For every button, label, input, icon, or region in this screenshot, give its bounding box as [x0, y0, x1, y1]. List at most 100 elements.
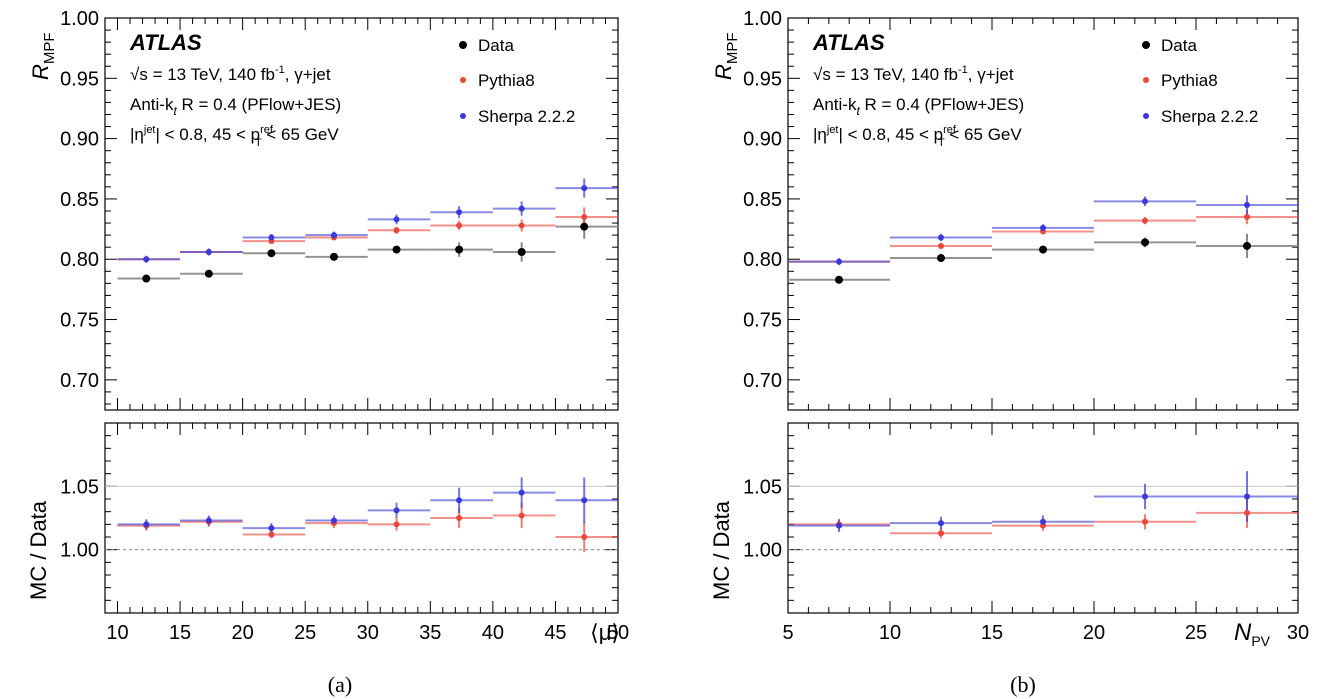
y-tick-label: 0.75 [743, 310, 782, 332]
data-point-sherpa-2-2-2 [330, 232, 337, 239]
legend-marker-sherpa [460, 113, 466, 119]
data-point-sherpa-2-2-2 [143, 256, 150, 263]
data-point-pythia8 [518, 222, 525, 229]
panel-b-cuts-label: |ηjet| < 0.8, 45 < pref T < 65 GeV [813, 124, 1022, 149]
data-point-sherpa-2-2-2 [836, 258, 842, 265]
panel-a-ratio-ylabel: MC / Data [26, 500, 51, 600]
panel-b-atlas-label: ATLAS [812, 30, 885, 55]
y-tick-label: 0.70 [60, 370, 99, 392]
legend-label-data: Data [1161, 36, 1197, 55]
legend-marker-data [1142, 41, 1150, 49]
ratio-point-sherpa-2-2-2 [938, 520, 944, 527]
ratio-point-pythia8 [518, 512, 525, 519]
y-tick-label: 0.70 [743, 370, 782, 392]
data-point-pythia8 [456, 222, 463, 229]
ratio-point-sherpa-2-2-2 [143, 521, 150, 528]
x-tick-label: 20 [1083, 622, 1105, 644]
panel-b-top-frame [787, 17, 1299, 411]
data-point-pythia8 [1244, 214, 1250, 221]
x-tick-label: 5 [782, 622, 793, 644]
data-point-data [937, 254, 945, 263]
ratio-point-pythia8 [456, 515, 463, 521]
panel-b-caption: (b) [1010, 672, 1036, 697]
y-tick-label: 0.85 [60, 189, 99, 211]
panel-b-ylabel: RMPF [711, 32, 741, 80]
data-point-data [455, 245, 464, 254]
panel-b-jet-algo-label: Anti-kt R = 0.4 (PFlow+JES) [813, 95, 1024, 118]
panel-a-jet-algo-label: Anti-kt R = 0.4 (PFlow+JES) [130, 95, 341, 118]
legend-label-pythia8: Pythia8 [478, 71, 535, 90]
panel-a-ylabel: RMPF [28, 32, 58, 80]
ratio-y-tick-label: 1.00 [743, 540, 782, 562]
data-point-sherpa-2-2-2 [456, 209, 463, 216]
data-point-sherpa-2-2-2 [205, 248, 212, 255]
panel-a-top-frame [104, 17, 619, 411]
legend-label-sherpa: Sherpa 2.2.2 [478, 107, 575, 126]
data-point-pythia8 [393, 227, 400, 234]
x-tick-label: 10 [879, 622, 901, 644]
ratio-point-pythia8 [1142, 518, 1148, 525]
x-tick-label: 40 [482, 622, 504, 644]
ratio-point-sherpa-2-2-2 [518, 489, 525, 496]
data-point-sherpa-2-2-2 [1142, 198, 1148, 205]
y-tick-label: 0.80 [60, 249, 99, 271]
ratio-y-tick-label: 1.05 [60, 476, 99, 498]
data-point-sherpa-2-2-2 [268, 234, 275, 241]
y-tick-label: 0.80 [743, 249, 782, 271]
ratio-y-tick-label: 1.00 [60, 540, 99, 562]
data-point-data [329, 252, 338, 261]
panel-a-caption: (a) [328, 672, 352, 697]
panel-a-legend: Data Pythia8 Sherpa 2.2.2 [459, 36, 575, 126]
data-point-data [1243, 241, 1251, 250]
panel-a-atlas-label: ATLAS [129, 30, 202, 55]
data-point-sherpa-2-2-2 [1244, 201, 1250, 208]
panel-b-ratio-frame [787, 422, 1299, 614]
panel-a-xlabel: ⟨μ⟩ [590, 620, 620, 645]
ratio-point-sherpa-2-2-2 [456, 497, 463, 504]
data-point-data [517, 247, 526, 256]
data-point-data [835, 275, 843, 284]
ratio-point-sherpa-2-2-2 [581, 497, 588, 504]
x-tick-label: 35 [419, 622, 441, 644]
ratio-y-tick-label: 1.05 [743, 476, 782, 498]
data-point-pythia8 [581, 214, 588, 221]
legend-marker-data [459, 41, 467, 49]
data-point-data [1141, 238, 1149, 247]
y-tick-label: 1.00 [743, 8, 782, 30]
x-tick-label: 20 [232, 622, 254, 644]
y-tick-label: 1.00 [60, 8, 99, 30]
ratio-point-sherpa-2-2-2 [1244, 493, 1250, 500]
data-point-sherpa-2-2-2 [581, 185, 588, 192]
data-point-data [580, 222, 589, 231]
ratio-point-sherpa-2-2-2 [836, 522, 842, 529]
data-point-sherpa-2-2-2 [1040, 224, 1046, 231]
legend-label-sherpa: Sherpa 2.2.2 [1161, 107, 1258, 126]
x-tick-label: 25 [1185, 622, 1207, 644]
panel-a: 10 15 20 25 30 35 40 45 50 0.70 0.75 0.80 0.85 0.90 0.… [26, 8, 629, 697]
legend-label-pythia8: Pythia8 [1161, 71, 1218, 90]
legend-marker-sherpa [1143, 113, 1149, 119]
x-tick-label: 15 [169, 622, 191, 644]
ratio-point-pythia8 [268, 531, 275, 538]
x-tick-label: 15 [981, 622, 1003, 644]
y-tick-label: 0.90 [60, 129, 99, 151]
data-point-data [392, 245, 401, 254]
y-tick-label: 0.90 [743, 129, 782, 151]
ratio-point-sherpa-2-2-2 [205, 517, 212, 524]
legend-label-data: Data [478, 36, 514, 55]
ratio-point-sherpa-2-2-2 [268, 525, 275, 532]
ratio-point-sherpa-2-2-2 [393, 507, 400, 514]
data-point-data [1039, 245, 1047, 254]
y-tick-label: 0.95 [60, 68, 99, 90]
x-tick-label: 50 [607, 622, 629, 644]
x-tick-label: 30 [1287, 622, 1309, 644]
ratio-point-pythia8 [393, 521, 400, 528]
y-tick-label: 0.85 [743, 189, 782, 211]
panel-b: 5 10 15 20 25 30 0.70 0.75 0.80 0.85 0.90 0.95 1.00 1… [709, 8, 1309, 697]
panel-a-ratio-frame [104, 422, 619, 614]
panel-b-legend: Data Pythia8 Sherpa 2.2.2 [1142, 36, 1258, 126]
y-tick-label: 0.75 [60, 310, 99, 332]
ratio-point-pythia8 [938, 530, 944, 537]
data-point-data [267, 249, 276, 258]
